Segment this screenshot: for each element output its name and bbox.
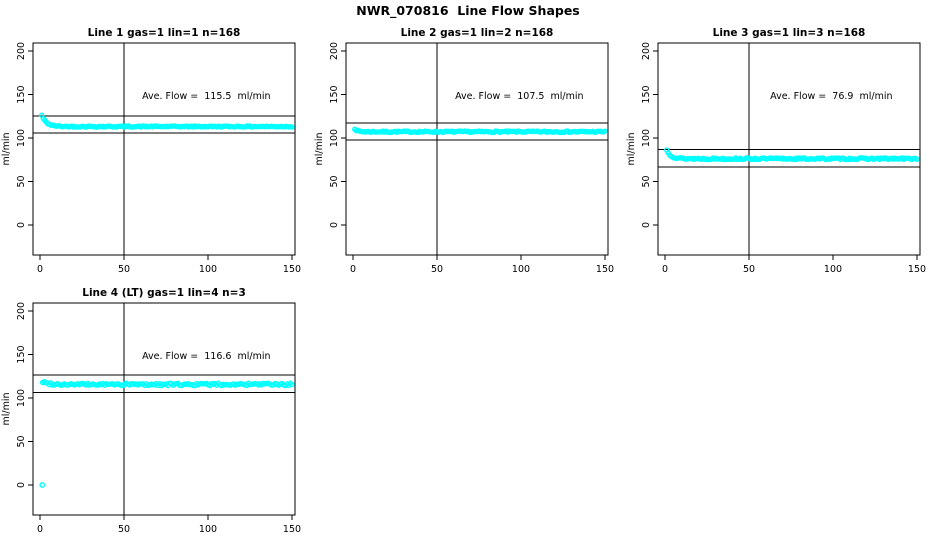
- subplot-title: Line 2 gas=1 lin=2 n=168: [401, 27, 554, 39]
- y-tick-label: 150: [329, 85, 340, 103]
- ave-flow-annotation: Ave. Flow = 76.9 ml/min: [770, 91, 892, 102]
- y-tick-label: 200: [641, 42, 652, 60]
- y-tick-label: 100: [329, 129, 340, 147]
- x-tick-label: 0: [37, 264, 43, 275]
- x-tick-label: 0: [350, 264, 356, 275]
- y-tick-label: 200: [16, 302, 27, 320]
- x-tick-label: 50: [431, 264, 443, 275]
- plot-box: [32, 42, 296, 256]
- y-axis-label: ml/min: [626, 132, 637, 165]
- flow-outlier-point: [39, 482, 46, 488]
- data-points: [39, 112, 295, 130]
- ave-flow-annotation: Ave. Flow = 116.6 ml/min: [142, 351, 270, 362]
- x-tick-label: 100: [199, 264, 217, 275]
- data-points: [352, 126, 608, 136]
- x-tick-label: 0: [37, 524, 43, 535]
- ave-flow-annotation: Ave. Flow = 107.5 ml/min: [455, 91, 583, 102]
- y-tick-label: 50: [16, 435, 27, 447]
- x-tick-label: 50: [118, 264, 130, 275]
- flow-data-point: [289, 381, 295, 388]
- y-tick-label: 200: [16, 42, 27, 60]
- figure-title: NWR_070816 Line Flow Shapes: [356, 3, 580, 18]
- x-tick-label: 100: [199, 524, 217, 535]
- line-2-flow-chart: 0 50 100 150 0 50 100 150 200 ml/min Line 2 gas=1 …: [314, 27, 614, 275]
- x-tick-label: 50: [743, 264, 755, 275]
- line-1-flow-chart: 0 50 100 150 0 50 100 150 200 ml/min Line 1 gas=1 …: [1, 27, 301, 275]
- y-axis-label: ml/min: [314, 132, 325, 165]
- y-tick-label: 50: [641, 175, 652, 187]
- y-tick-label: 200: [329, 42, 340, 60]
- y-axis-label: ml/min: [1, 392, 12, 425]
- y-tick-label: 150: [641, 85, 652, 103]
- y-tick-label: 0: [16, 222, 27, 228]
- y-tick-label: 150: [16, 85, 27, 103]
- y-axis-label: ml/min: [1, 132, 12, 165]
- subplot-title: Line 1 gas=1 lin=1 n=168: [88, 27, 241, 39]
- x-tick-label: 150: [283, 264, 301, 275]
- subplot-title: Line 4 (LT) gas=1 lin=4 n=3: [82, 288, 246, 299]
- line-3-flow-chart: 0 50 100 150 0 50 100 150 200 ml/min Line 3 gas=1 …: [626, 27, 926, 275]
- line-4-flow-chart: 0 50 100 150 0 50 100 150 200 ml/min Line 4 (LT) g…: [1, 288, 301, 535]
- y-tick-label: 0: [641, 222, 652, 228]
- x-tick-label: 50: [118, 524, 130, 535]
- x-tick-label: 150: [596, 264, 614, 275]
- y-tick-label: 0: [16, 482, 27, 488]
- flow-data-point: [914, 156, 920, 163]
- x-tick-label: 100: [824, 264, 842, 275]
- data-points: [664, 147, 920, 163]
- y-tick-label: 100: [16, 389, 27, 407]
- x-tick-label: 100: [512, 264, 530, 275]
- ave-flow-annotation: Ave. Flow = 115.5 ml/min: [142, 91, 270, 102]
- plot-box: [345, 42, 609, 256]
- flow-data-point: [602, 128, 608, 134]
- x-tick-label: 150: [908, 264, 926, 275]
- flow-data-point: [289, 124, 295, 130]
- plot-box: [32, 302, 296, 516]
- y-tick-label: 50: [329, 175, 340, 187]
- subplot-title: Line 3 gas=1 lin=3 n=168: [713, 27, 866, 39]
- data-points: [39, 379, 295, 488]
- y-tick-label: 150: [16, 345, 27, 363]
- y-tick-label: 100: [641, 129, 652, 147]
- x-tick-label: 0: [662, 264, 668, 275]
- y-tick-label: 0: [329, 222, 340, 228]
- x-tick-label: 150: [283, 524, 301, 535]
- y-tick-label: 50: [16, 175, 27, 187]
- y-tick-label: 100: [16, 129, 27, 147]
